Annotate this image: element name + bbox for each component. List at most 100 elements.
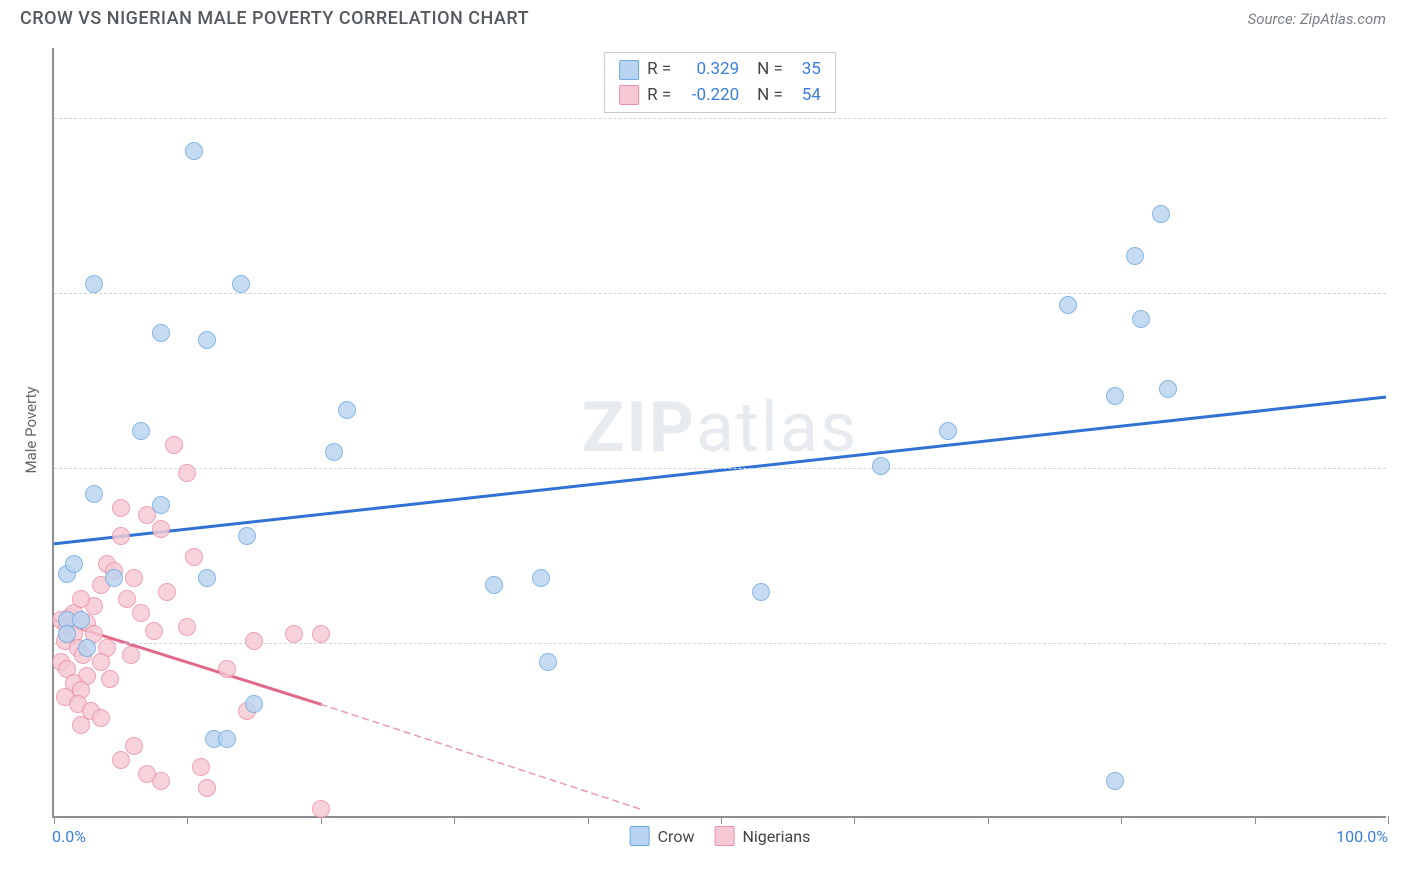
nigerians-point — [132, 604, 150, 622]
x-tick — [721, 816, 722, 824]
nigerians-point — [101, 670, 119, 688]
nigerians-point — [178, 618, 196, 636]
crow-point — [1059, 296, 1077, 314]
crow-point — [58, 625, 76, 643]
nigerians-point — [165, 436, 183, 454]
n-label: N = — [757, 57, 783, 83]
crow-point — [939, 422, 957, 440]
grid-line — [54, 293, 1386, 294]
nigerians-point — [125, 569, 143, 587]
nigerians-point — [72, 590, 90, 608]
nigerians-point — [245, 632, 263, 650]
x-tick — [588, 816, 589, 824]
r-value: -0.220 — [679, 83, 739, 109]
correlation-stats-box: R = 0.329 N = 35 R = -0.220 N = 54 — [604, 52, 836, 113]
crow-point — [1126, 247, 1144, 265]
crow-point — [72, 611, 90, 629]
crow-legend-label: Crow — [658, 827, 695, 846]
nigerians-point — [138, 765, 156, 783]
nigerians-legend-swatch — [714, 826, 734, 846]
r-label: R = — [647, 57, 671, 83]
nigerians-point — [145, 622, 163, 640]
crow-swatch — [619, 60, 639, 80]
y-axis-label: Male Poverty — [22, 387, 40, 474]
crow-point — [1152, 205, 1170, 223]
legend-item-nigerians: Nigerians — [714, 826, 810, 846]
grid-line — [54, 468, 1386, 469]
crow-point — [532, 569, 550, 587]
nigerians-point — [218, 660, 236, 678]
x-tick — [54, 816, 55, 824]
crow-point — [78, 639, 96, 657]
crow-point — [152, 324, 170, 342]
crow-point — [325, 443, 343, 461]
watermark: ZIPatlas — [582, 387, 858, 469]
nigerians-point — [185, 548, 203, 566]
crow-point — [198, 569, 216, 587]
y-tick-label: 25.0% — [1394, 459, 1406, 478]
crow-point — [238, 527, 256, 545]
nigerians-point — [178, 464, 196, 482]
nigerians-point — [152, 520, 170, 538]
nigerians-point — [312, 625, 330, 643]
r-value: 0.329 — [679, 57, 739, 83]
stats-row-crow: R = 0.329 N = 35 — [619, 57, 821, 83]
x-tick — [454, 816, 455, 824]
nigerians-point — [112, 751, 130, 769]
nigerians-point — [118, 590, 136, 608]
y-tick-label: 50.0% — [1394, 109, 1406, 128]
nigerians-point — [112, 527, 130, 545]
nigerians-point — [158, 583, 176, 601]
x-tick — [988, 816, 989, 824]
x-tick — [854, 816, 855, 824]
x-tick — [1255, 816, 1256, 824]
nigerians-point — [122, 646, 140, 664]
r-label: R = — [647, 83, 671, 109]
x-tick-label: 0.0% — [52, 827, 86, 846]
stats-row-nigerians: R = -0.220 N = 54 — [619, 83, 821, 109]
crow-point — [85, 485, 103, 503]
x-tick — [1121, 816, 1122, 824]
nigerians-legend-label: Nigerians — [742, 827, 810, 846]
crow-point — [152, 496, 170, 514]
crow-point — [132, 422, 150, 440]
nigerians-point — [285, 625, 303, 643]
y-tick-label: 37.5% — [1394, 284, 1406, 303]
x-tick-label: 100.0% — [1336, 827, 1388, 846]
crow-point — [65, 555, 83, 573]
x-tick — [1388, 816, 1389, 824]
chart-title: CROW VS NIGERIAN MALE POVERTY CORRELATIO… — [20, 8, 529, 29]
legend-item-crow: Crow — [630, 826, 695, 846]
n-value: 54 — [791, 83, 821, 109]
n-label: N = — [757, 83, 783, 109]
nigerians-point — [72, 716, 90, 734]
crow-point — [245, 695, 263, 713]
x-tick — [187, 816, 188, 824]
y-tick-label: 12.5% — [1394, 634, 1406, 653]
crow-point — [485, 576, 503, 594]
crow-point — [752, 583, 770, 601]
crow-point — [872, 457, 890, 475]
crow-point — [105, 569, 123, 587]
x-axis-legend: Crow Nigerians — [630, 826, 811, 846]
scatter-chart: ZIPatlas R = 0.329 N = 35 R = -0.220 N =… — [52, 48, 1386, 818]
nigerians-point — [312, 800, 330, 818]
crow-point — [1132, 310, 1150, 328]
crow-point — [218, 730, 236, 748]
nigerians-point — [125, 737, 143, 755]
grid-line — [54, 118, 1386, 119]
crow-point — [232, 275, 250, 293]
crow-point — [1159, 380, 1177, 398]
n-value: 35 — [791, 57, 821, 83]
source-attribution: Source: ZipAtlas.com — [1248, 10, 1386, 28]
crow-point — [198, 331, 216, 349]
nigerians-point — [198, 779, 216, 797]
crow-point — [539, 653, 557, 671]
nigerians-point — [92, 653, 110, 671]
crow-point — [85, 275, 103, 293]
nigerians-point — [92, 709, 110, 727]
nigerians-swatch — [619, 85, 639, 105]
crow-point — [1106, 772, 1124, 790]
nigerians-point — [192, 758, 210, 776]
crow-point — [338, 401, 356, 419]
